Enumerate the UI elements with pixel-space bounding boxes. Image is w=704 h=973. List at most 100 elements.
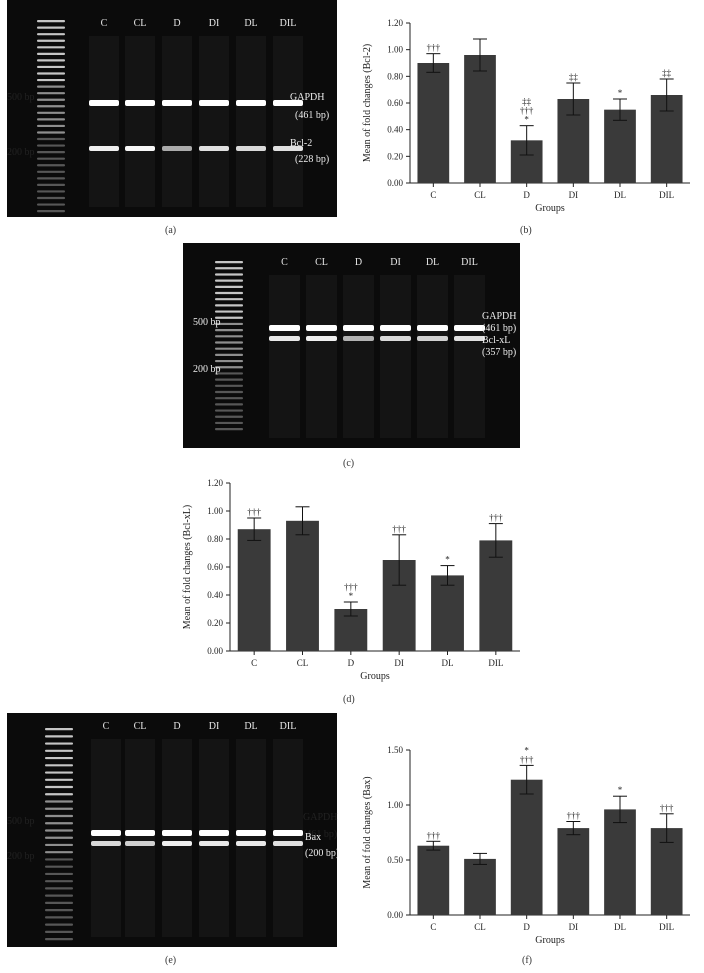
gel-band [236,841,266,846]
ladder-rung [215,285,243,288]
ladder-rung [45,814,73,818]
ladder-rung [45,916,73,919]
ladder-rung [37,39,65,42]
lane-smear [417,275,448,438]
lane-smear [199,739,229,937]
bar [557,828,590,915]
ladder-rung [215,359,243,363]
ladder-rung [45,887,73,890]
x-tick-label: CL [474,190,486,200]
gel-image-c: C CL D DI DL DIL [183,243,520,448]
significance-marker: * [524,745,529,755]
marker-label-500-c: 500 bp [193,317,221,328]
lane-smear [236,36,266,207]
gel-band [417,325,448,331]
ladder-rung [37,190,65,193]
band-size-gapdh-a: (461 bp) [295,110,330,121]
y-tick-label: 0.80 [387,71,403,81]
y-tick-label: 0.20 [387,151,403,161]
x-tick-label: DI [569,922,579,932]
ladder-rung [215,366,243,369]
lane-smear [454,275,485,438]
x-tick-label: C [430,922,436,932]
band-label-gapdh-a: GAPDH [290,92,325,103]
ladder-rung [37,111,65,114]
ladder-rung [45,764,73,767]
ladder-rung [215,403,243,406]
significance-marker: ††† [567,811,581,821]
x-tick-label: DL [442,658,454,668]
gel-lane-label: DIL [461,257,478,268]
ladder-rung [37,144,65,147]
y-tick-label: 0.40 [207,590,223,600]
ladder-rung [45,909,73,912]
bar [286,520,319,651]
gel-band [269,325,300,331]
ladder-rung [37,46,65,49]
ladder-rung [37,26,65,29]
gel-band [89,100,119,106]
bar [510,779,543,915]
ladder-rung [37,78,65,82]
ladder-rung [215,415,243,418]
ladder-rung [45,901,73,904]
ladder-rung [45,756,73,760]
gel-lane-label: DI [209,18,220,29]
gel-band [236,100,266,106]
gel-band [343,325,374,331]
gel-band [125,146,155,151]
ladder-rung [37,65,65,69]
x-tick-label: C [430,190,436,200]
ladder-rung [37,124,65,128]
lane-smear [380,275,411,438]
y-tick-label: 0.60 [207,562,223,572]
ladder-rung [215,341,243,344]
y-axis-title: Mean of fold changes (Bax) [362,776,373,888]
marker-label-500-e: 500 bp [7,816,35,827]
band-size-gapdh-c: (461 bp) [482,323,517,334]
ladder-rung [215,329,243,332]
significance-marker: ††† [660,803,674,813]
marker-label-500-a: 500 bp [7,92,35,103]
ladder-rung [215,347,243,350]
y-tick-label: 1.50 [387,745,403,755]
ladder-rung [45,851,73,854]
ladder-rung [215,267,243,270]
bar [604,109,636,183]
gel-band [454,325,485,331]
chart-svg-f: 0.00 0.50 1.00 1.50 Mean of fold changes (Ba… [362,745,690,946]
ladder-rung [45,836,73,839]
x-axis-title: Groups [535,935,565,946]
significance-marker: ‡‡ [569,72,579,82]
ladder-rung [215,322,243,326]
lane-smear [125,36,155,207]
significance-marker: * [445,555,450,565]
gel-band [380,336,411,341]
x-tick-label: DL [614,190,626,200]
y-tick-label: 0.00 [387,178,403,188]
ladder-rung [37,98,65,101]
gel-lane-label: DI [390,257,401,268]
x-tick-label: DIL [488,658,503,668]
ladder-rung [37,151,65,154]
ladder-rung [37,92,65,95]
y-tick-label: 1.00 [207,506,223,516]
panel-label-a: (a) [165,225,177,236]
significance-marker: ††† [520,106,534,116]
ladder-rung [45,858,73,861]
y-tick-label: 0.60 [387,98,403,108]
y-tick-label: 1.00 [387,45,403,55]
ladder-rung [37,157,65,160]
ladder-rung [37,59,65,62]
band-label-bclxl-c: Bcl-xL [482,335,511,346]
x-tick-label: CL [474,922,486,932]
significance-marker: * [349,591,354,601]
significance-marker: ††† [247,507,261,517]
significance-marker: ††† [489,513,503,523]
ladder-rung [45,771,73,774]
lane-smear [162,36,192,207]
gel-band [273,830,303,836]
ladder-rung [215,335,243,338]
significance-marker: ††† [427,43,441,53]
gel-band [343,336,374,341]
